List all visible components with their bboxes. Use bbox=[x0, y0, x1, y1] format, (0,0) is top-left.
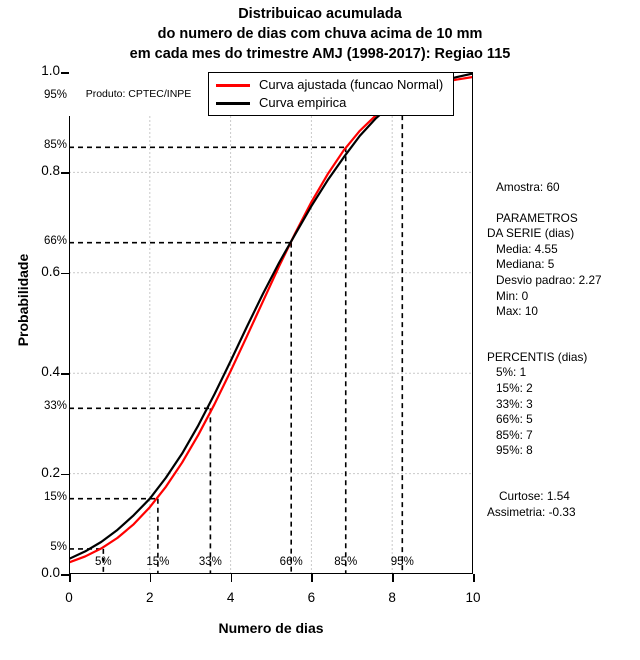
x-tick-label: 2 bbox=[146, 590, 154, 605]
stat-min: Min: 0 bbox=[496, 288, 529, 303]
percentile-66: 66%: 5 bbox=[496, 412, 533, 427]
stat-curtose: Curtose: 1.54 bbox=[499, 488, 570, 503]
y-axis-title: Probabilidade bbox=[15, 253, 31, 347]
title-line-3: em cada mes do trimestre AMJ (1998-2017)… bbox=[129, 46, 511, 62]
y-tick-label: 1.0 bbox=[41, 63, 60, 78]
stat-desvio-padrao: Desvio padrao: 2.27 bbox=[496, 272, 602, 287]
percentiles-heading: PERCENTIS (dias) bbox=[487, 349, 588, 364]
chart-title: Distribuicao acumulada do numero de dias… bbox=[0, 4, 640, 64]
x-tick-mark bbox=[311, 574, 313, 582]
percentile-x-label: 66% bbox=[279, 556, 303, 568]
percentile-x-label: 95% bbox=[390, 556, 414, 568]
x-tick-mark bbox=[392, 574, 394, 582]
percentile-95: 95%: 8 bbox=[496, 443, 533, 458]
y-tick-mark bbox=[61, 574, 69, 576]
gridlines bbox=[69, 72, 473, 574]
spacer bbox=[487, 196, 640, 211]
plot-area bbox=[69, 72, 473, 574]
x-tick-label: 4 bbox=[226, 590, 235, 605]
title-line-1: Distribuicao acumulada bbox=[238, 6, 402, 22]
stat-assimetria: Assimetria: -0.33 bbox=[487, 504, 576, 519]
percentile-x-label: 85% bbox=[334, 556, 358, 568]
y-tick-mark bbox=[61, 373, 69, 375]
parameters-heading-line1: PARAMETROS bbox=[496, 210, 578, 225]
x-tick-mark bbox=[230, 574, 233, 582]
y-tick-mark bbox=[61, 272, 69, 275]
y-tick-mark bbox=[61, 72, 69, 74]
percentile-y-label: 5% bbox=[50, 540, 67, 553]
x-tick-mark bbox=[69, 574, 71, 582]
percentile-y-label: 95% bbox=[43, 89, 67, 102]
spacer bbox=[487, 320, 640, 350]
statistics-panel: Amostra: 60 PARAMETROS DA SERIE (dias) M… bbox=[487, 180, 640, 520]
percentile-y-label: 33% bbox=[43, 400, 67, 413]
percentile-y-label: 85% bbox=[43, 139, 67, 152]
spacer bbox=[487, 459, 640, 489]
stat-media: Media: 4.55 bbox=[496, 241, 558, 256]
x-tick-label: 6 bbox=[307, 590, 316, 605]
x-tick-label: 8 bbox=[388, 590, 396, 605]
y-tick-label: 0.4 bbox=[41, 364, 60, 380]
stat-max: Max: 10 bbox=[496, 304, 538, 319]
y-tick-mark bbox=[61, 172, 69, 174]
plot-canvas bbox=[69, 72, 473, 574]
x-tick-label: 10 bbox=[465, 590, 481, 605]
y-tick-mark bbox=[61, 473, 69, 476]
y-tick-label: 0.6 bbox=[41, 263, 60, 279]
percentile-guide-lines bbox=[69, 96, 404, 574]
percentile-y-label: 15% bbox=[43, 490, 67, 503]
x-tick-label: 0 bbox=[65, 590, 73, 605]
percentile-x-label: 15% bbox=[146, 556, 170, 568]
percentile-15: 15%: 2 bbox=[496, 380, 533, 395]
x-axis-title: Numero de dias bbox=[218, 620, 324, 636]
y-tick-label: 0.8 bbox=[41, 163, 60, 179]
percentile-x-label: 5% bbox=[95, 556, 112, 568]
y-tick-label: 0.0 bbox=[41, 565, 60, 580]
percentile-y-label: 66% bbox=[43, 234, 67, 247]
y-tick-label: 0.2 bbox=[41, 464, 60, 480]
percentile-x-label: 33% bbox=[198, 556, 222, 568]
percentile-5: 5%: 1 bbox=[496, 365, 527, 380]
x-tick-mark bbox=[149, 574, 152, 582]
title-line-2: do numero de dias com chuva acima de 10 … bbox=[157, 26, 483, 42]
percentile-33: 33%: 3 bbox=[496, 396, 533, 411]
stat-mediana: Mediana: 5 bbox=[496, 257, 555, 272]
parameters-heading-line2: DA SERIE (dias) bbox=[487, 226, 575, 241]
sample-size: Amostra: 60 bbox=[496, 180, 560, 194]
x-tick-mark bbox=[473, 574, 475, 582]
percentile-85: 85%: 7 bbox=[496, 427, 533, 442]
